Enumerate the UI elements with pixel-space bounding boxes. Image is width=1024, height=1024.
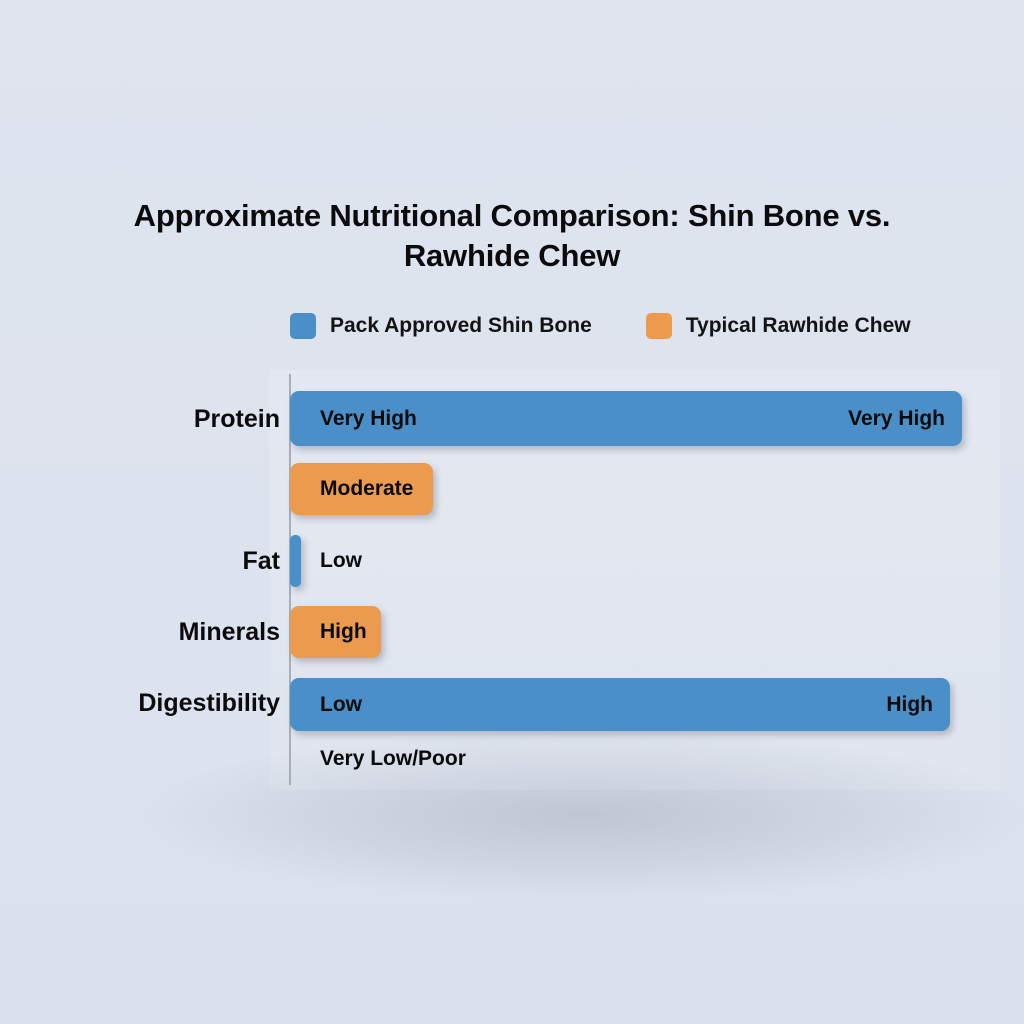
legend-item-shin-bone[interactable]: Pack Approved Shin Bone (290, 313, 592, 339)
bar-digestibility-shin-bone[interactable]: Low High (290, 678, 950, 731)
category-label-minerals: Minerals (178, 618, 280, 646)
bar-protein-shin-bone[interactable]: Very High Very High (290, 391, 962, 446)
category-label-protein: Protein (193, 405, 280, 433)
bar-label-protein-shin-bone-start: Very High (320, 406, 417, 430)
chart-title-line-1: Approximate Nutritional Comparison: Shin… (133, 198, 891, 233)
y-axis-category-labels: Protein Fat Minerals Digestibility (35, 0, 280, 1024)
bar-label-digestibility-shin-bone-end: High (886, 692, 933, 716)
chart-title-line-2: Rawhide Chew (403, 238, 621, 273)
bar-label-digestibility-rawhide-chew-start: Very Low/Poor (320, 747, 466, 770)
bar-label-protein-shin-bone-end: Very High (848, 406, 945, 430)
legend-swatch-shin-bone (290, 313, 316, 339)
category-label-digestibility: Digestibility (138, 689, 280, 717)
chart-title: Approximate Nutritional Comparison: Shin… (62, 196, 962, 276)
bar-minerals-rawhide-chew[interactable]: High (290, 606, 381, 658)
chart-legend: Pack Approved Shin Bone Typical Rawhide … (290, 313, 911, 339)
bar-label-digestibility-shin-bone-start: Low (320, 692, 362, 716)
bar-label-fat-shin-bone-start: Low (320, 549, 362, 572)
bar-protein-rawhide-chew[interactable]: Moderate (290, 463, 433, 515)
bar-fat-shin-bone[interactable]: Low (290, 535, 362, 587)
legend-swatch-rawhide-chew (645, 313, 672, 339)
bar-label-protein-rawhide-chew-start: Moderate (320, 477, 414, 500)
legend-label-shin-bone: Pack Approved Shin Bone (330, 314, 592, 337)
legend-label-rawhide-chew: Typical Rawhide Chew (685, 314, 911, 337)
bar-label-minerals-rawhide-chew-start: High (320, 620, 367, 643)
category-label-fat: Fat (242, 547, 281, 575)
legend-item-rawhide-chew[interactable]: Typical Rawhide Chew (645, 313, 911, 339)
